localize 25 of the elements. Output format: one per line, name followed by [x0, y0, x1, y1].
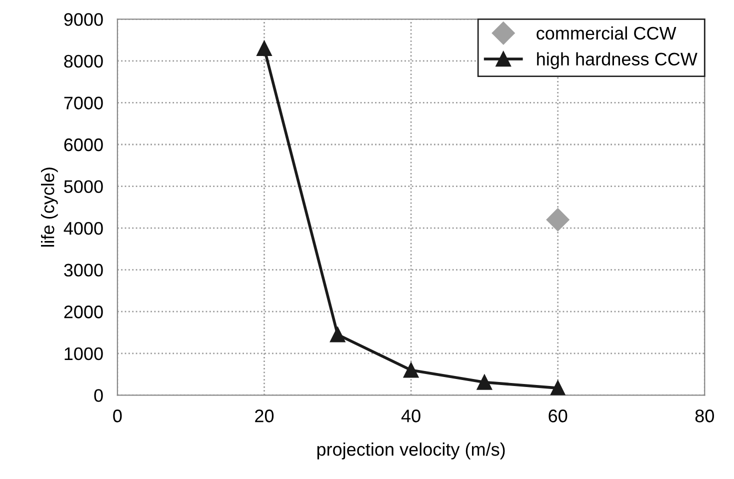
legend-label: commercial CCW [536, 26, 676, 40]
y-tick-label: 5000 [64, 180, 103, 193]
x-tick-label: 80 [695, 410, 714, 422]
y-tick-label: 9000 [64, 13, 103, 26]
y-tick-label: 4000 [64, 222, 103, 235]
x-tick-label: 20 [255, 410, 274, 422]
y-tick-label: 7000 [64, 96, 103, 110]
y-axis-title: life (cycle) [41, 168, 58, 247]
x-tick-label: 40 [401, 410, 420, 422]
x-tick-label: 60 [548, 410, 568, 422]
point [550, 380, 566, 396]
x-tick-label: 0 [113, 410, 122, 422]
y-tick-label: 2000 [64, 306, 103, 318]
point [256, 40, 272, 56]
point [476, 374, 492, 390]
legend-label: high hardness CCW [537, 52, 698, 70]
point [546, 208, 570, 232]
point [330, 326, 346, 342]
x-axis-title: projection velocity (m/s) [317, 442, 505, 460]
y-tick-label: 1000 [64, 347, 103, 360]
y-tick-label: 0 [94, 389, 103, 402]
y-tick-label: 8000 [64, 54, 103, 68]
y-tick-label: 3000 [64, 264, 103, 277]
y-tick-label: 6000 [64, 138, 103, 152]
point [403, 362, 419, 378]
